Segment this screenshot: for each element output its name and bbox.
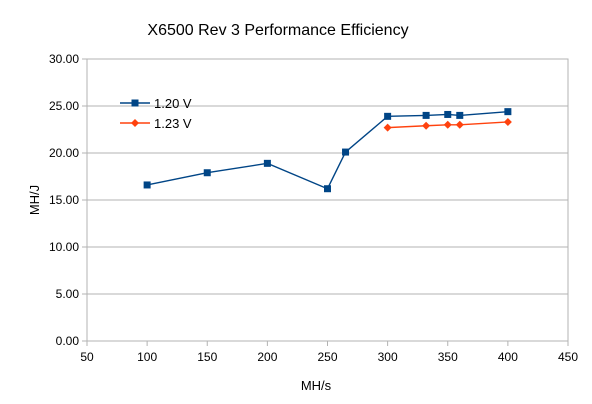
data-point (342, 148, 350, 156)
y-tick-label: 10.00 (49, 240, 79, 254)
series-1-23-v (383, 117, 512, 132)
legend: 1.20 V 1.23 V (120, 96, 192, 131)
legend-label: 1.20 V (154, 96, 192, 111)
legend-item: 1.20 V (120, 96, 192, 111)
x-tick-label: 200 (257, 350, 277, 364)
y-tick-label: 0.00 (56, 334, 80, 348)
x-tick-label: 400 (498, 350, 518, 364)
x-tick-label: 150 (197, 350, 217, 364)
data-point (384, 112, 392, 120)
x-tick-label: 300 (378, 350, 398, 364)
x-tick-label: 350 (438, 350, 458, 364)
x-tick-label: 450 (558, 350, 578, 364)
series-1-20-v (143, 108, 512, 193)
y-tick-label: 20.00 (49, 146, 79, 160)
y-tick-label: 25.00 (49, 99, 79, 113)
data-point (504, 108, 512, 116)
series-line (146, 110, 508, 190)
data-point (456, 111, 464, 119)
data-point (263, 159, 271, 167)
series-layer (143, 108, 512, 193)
y-axis-ticks: 0.00 5.00 10.00 15.00 20.00 25.00 30.00 (49, 52, 87, 348)
data-point (143, 181, 151, 189)
data-point (455, 120, 464, 129)
x-tick-label: 100 (137, 350, 157, 364)
data-point (444, 110, 452, 118)
data-point (131, 99, 139, 107)
data-point (422, 121, 431, 130)
legend-item: 1.23 V (120, 116, 192, 131)
data-point (131, 119, 139, 127)
data-point (503, 117, 512, 126)
y-tick-label: 5.00 (56, 287, 80, 301)
legend-label: 1.23 V (154, 116, 192, 131)
data-point (324, 185, 331, 193)
data-point (422, 111, 430, 119)
x-axis-label: MH/s (301, 378, 332, 393)
x-axis-ticks: 50 100 150 200 250 300 350 400 450 (80, 341, 578, 364)
y-tick-label: 30.00 (49, 52, 79, 66)
y-axis-label: MH/J (27, 185, 42, 215)
x-tick-label: 50 (80, 350, 94, 364)
data-point (383, 123, 392, 132)
y-tick-label: 15.00 (49, 193, 79, 207)
chart-title: X6500 Rev 3 Performance Efficiency (147, 22, 408, 39)
x-tick-label: 250 (317, 350, 337, 364)
data-point (443, 120, 452, 129)
data-point (203, 169, 211, 177)
